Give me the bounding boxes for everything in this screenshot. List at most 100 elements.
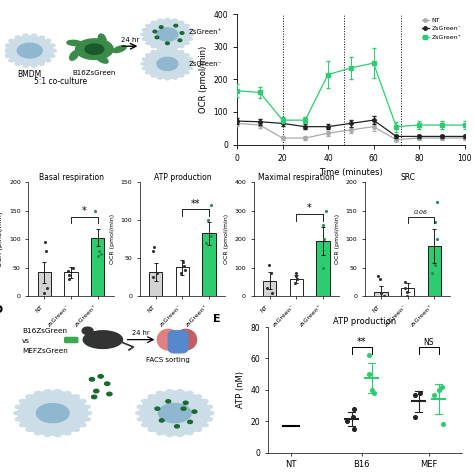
Point (293, 275, 301, 283)
Ellipse shape (84, 405, 90, 409)
Point (370, 389, 378, 397)
Ellipse shape (165, 48, 170, 50)
Ellipse shape (39, 62, 45, 65)
Circle shape (165, 42, 169, 45)
Point (434, 199, 441, 206)
Ellipse shape (142, 67, 147, 70)
Bar (149, 272, 163, 296)
Text: 24 hr: 24 hr (121, 36, 139, 43)
Ellipse shape (7, 36, 53, 65)
Circle shape (155, 407, 160, 410)
Ellipse shape (14, 411, 20, 415)
Ellipse shape (148, 428, 155, 431)
Ellipse shape (151, 45, 155, 48)
Point (95, 253, 102, 260)
Text: ZsGreen⁺: ZsGreen⁺ (188, 28, 222, 35)
Ellipse shape (137, 405, 143, 409)
Ellipse shape (206, 418, 212, 421)
Ellipse shape (142, 28, 147, 31)
Ellipse shape (9, 59, 14, 62)
Ellipse shape (158, 403, 191, 423)
Ellipse shape (157, 28, 178, 41)
Ellipse shape (26, 428, 32, 431)
Ellipse shape (50, 44, 55, 47)
Ellipse shape (184, 71, 189, 74)
Point (417, 389, 424, 397)
Point (95, 247, 103, 255)
Ellipse shape (98, 34, 106, 44)
Ellipse shape (146, 25, 150, 27)
Ellipse shape (5, 55, 10, 57)
Ellipse shape (157, 392, 163, 395)
Point (433, 236, 440, 243)
Ellipse shape (86, 411, 92, 415)
Circle shape (94, 389, 99, 393)
Ellipse shape (137, 418, 143, 421)
Ellipse shape (151, 74, 155, 77)
Ellipse shape (46, 39, 51, 42)
Point (431, 219, 439, 226)
Ellipse shape (85, 44, 104, 55)
X-axis label: Time (minutes): Time (minutes) (319, 168, 383, 177)
Ellipse shape (157, 431, 163, 435)
FancyBboxPatch shape (64, 337, 78, 343)
Ellipse shape (167, 433, 173, 437)
Point (319, 264, 327, 272)
Point (343, 418, 351, 425)
Ellipse shape (179, 74, 184, 77)
Ellipse shape (146, 54, 150, 56)
Text: *: * (82, 206, 87, 216)
Point (44, 284, 51, 292)
Ellipse shape (142, 58, 147, 61)
Ellipse shape (82, 327, 93, 335)
Ellipse shape (80, 400, 86, 403)
Point (263, 284, 271, 292)
Ellipse shape (184, 42, 189, 45)
Point (350, 425, 358, 433)
Title: Basal respiration: Basal respiration (38, 173, 104, 182)
Ellipse shape (70, 51, 79, 60)
Ellipse shape (15, 62, 20, 65)
Point (350, 405, 358, 412)
Point (376, 275, 383, 283)
Text: FACS sorting: FACS sorting (146, 357, 190, 363)
Ellipse shape (158, 76, 162, 79)
Point (65, 271, 73, 278)
FancyBboxPatch shape (168, 331, 188, 353)
Ellipse shape (187, 392, 193, 395)
Bar (263, 281, 276, 296)
Ellipse shape (167, 390, 173, 393)
Ellipse shape (141, 33, 146, 36)
Ellipse shape (15, 418, 21, 421)
Point (380, 292, 388, 300)
Ellipse shape (136, 411, 142, 415)
Point (180, 262, 187, 270)
Bar (401, 288, 414, 296)
Point (365, 352, 373, 359)
Point (65, 275, 73, 283)
Y-axis label: OCR (pmol/min): OCR (pmol/min) (110, 214, 115, 264)
Point (91, 207, 99, 215)
Title: ATP production: ATP production (333, 317, 397, 326)
Point (265, 261, 273, 269)
Ellipse shape (55, 390, 61, 393)
Ellipse shape (177, 433, 183, 437)
Ellipse shape (184, 25, 189, 27)
Ellipse shape (64, 431, 71, 435)
Ellipse shape (187, 431, 193, 435)
Ellipse shape (51, 49, 56, 52)
Ellipse shape (35, 392, 41, 395)
Ellipse shape (35, 431, 41, 435)
Ellipse shape (179, 51, 184, 53)
Ellipse shape (195, 395, 201, 398)
Ellipse shape (83, 331, 122, 348)
Circle shape (192, 410, 197, 413)
Ellipse shape (157, 329, 179, 350)
Point (181, 266, 189, 273)
Y-axis label: OCR (pmol/min): OCR (pmol/min) (335, 214, 340, 264)
Ellipse shape (45, 390, 51, 393)
Title: SRC: SRC (400, 173, 415, 182)
Point (377, 290, 385, 297)
Circle shape (159, 419, 164, 422)
Bar (316, 241, 329, 296)
